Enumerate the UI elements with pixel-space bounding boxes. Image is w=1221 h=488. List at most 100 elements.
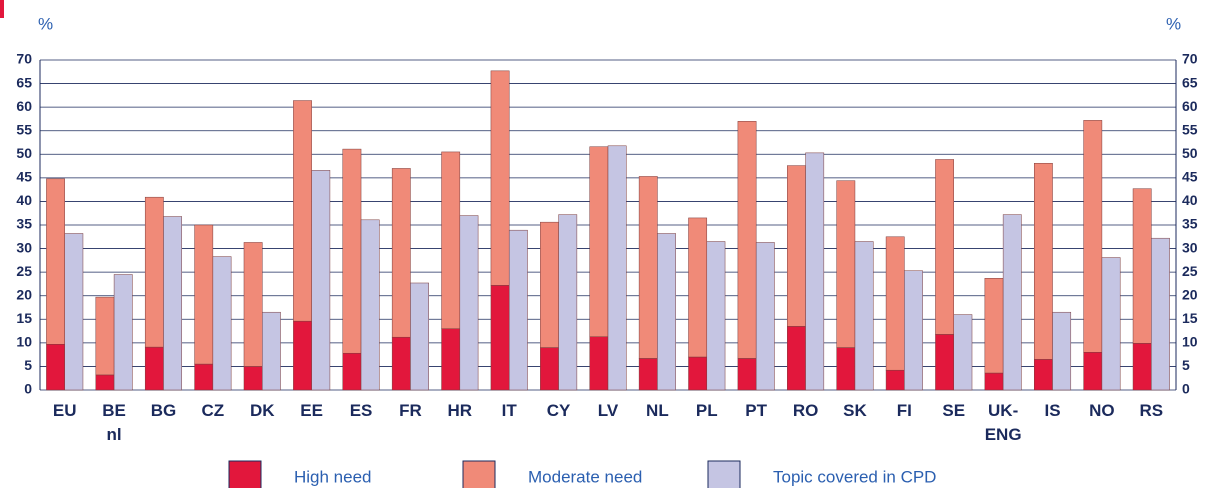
x-tick-label: PT — [745, 401, 767, 420]
legend-swatch — [462, 460, 496, 488]
bar — [212, 256, 232, 391]
legend-swatch — [228, 460, 262, 488]
y2-tick-label: 25 — [1182, 263, 1198, 279]
x-tick-label: SK — [843, 401, 867, 420]
bar — [540, 347, 559, 391]
bar — [1132, 343, 1152, 391]
bar — [885, 369, 905, 391]
bar — [688, 356, 708, 391]
bar — [885, 236, 905, 371]
x-tick-label: RO — [793, 401, 819, 420]
bar — [194, 224, 214, 365]
y2-tick-label: 35 — [1182, 216, 1198, 232]
bar — [953, 314, 973, 391]
bar — [1132, 188, 1152, 344]
x-tick-label: IT — [502, 401, 518, 420]
y-tick-label: 0 — [24, 381, 32, 397]
bar — [589, 146, 609, 337]
legend-label: High need — [294, 467, 372, 486]
bar — [194, 363, 214, 391]
bar — [1052, 311, 1072, 391]
y2-tick-label: 40 — [1182, 192, 1198, 208]
y2-tick-label: 60 — [1182, 98, 1198, 114]
bar — [1033, 162, 1053, 360]
y-tick-label: 10 — [16, 334, 32, 350]
bar — [1083, 120, 1103, 353]
bar — [262, 311, 281, 391]
bar — [293, 100, 312, 322]
x-tick-label: EE — [300, 401, 323, 420]
x-tick-label: FR — [399, 401, 422, 420]
bar — [589, 336, 609, 391]
y-axis-label: % — [38, 14, 53, 33]
x-tick-label: LV — [598, 401, 619, 420]
x-tick-label: FI — [897, 401, 912, 420]
bar — [293, 320, 312, 391]
x-tick-label: CZ — [202, 401, 225, 420]
bar — [737, 121, 757, 359]
bar — [984, 372, 1004, 391]
x-tick-label: CY — [547, 401, 571, 420]
x-tick-label: UK-ENG — [985, 401, 1022, 444]
bar — [607, 145, 627, 391]
bar — [540, 221, 559, 348]
bar — [311, 170, 331, 391]
bar — [490, 285, 510, 391]
bar — [113, 274, 133, 391]
x-tick-label: NL — [646, 401, 669, 420]
bar — [657, 233, 676, 391]
bar — [243, 242, 263, 367]
bar — [1101, 257, 1121, 391]
y2-tick-label: 65 — [1182, 74, 1198, 90]
x-tick-label: ES — [350, 401, 373, 420]
legend-label: Moderate need — [528, 467, 642, 486]
x-tick-label: NO — [1089, 401, 1115, 420]
bar — [342, 148, 362, 354]
y2-tick-label: 70 — [1182, 51, 1198, 67]
y2-tick-label: 10 — [1182, 334, 1198, 350]
bar — [1033, 359, 1053, 391]
y-tick-label: 40 — [16, 192, 32, 208]
bar — [737, 358, 757, 391]
y-tick-label: 60 — [16, 98, 32, 114]
y2-tick-label: 50 — [1182, 145, 1198, 161]
bar — [787, 165, 806, 327]
y2-tick-label: 30 — [1182, 239, 1198, 255]
x-tick-label: BG — [151, 401, 177, 420]
y-tick-label: 35 — [16, 216, 32, 232]
x-tick-label: BE nl — [102, 401, 126, 444]
bar — [688, 217, 708, 358]
bar — [441, 328, 461, 391]
bar — [64, 233, 84, 391]
y-tick-label: 5 — [24, 357, 32, 373]
bar — [935, 159, 954, 335]
y-tick-label: 30 — [16, 239, 32, 255]
bar — [144, 346, 164, 391]
bar — [360, 219, 380, 391]
bar — [441, 151, 461, 329]
x-tick-label: IS — [1044, 401, 1060, 420]
y2-tick-label: 15 — [1182, 310, 1198, 326]
bar — [836, 180, 856, 348]
y2-tick-label: 55 — [1182, 121, 1198, 137]
bar — [638, 358, 658, 391]
legend-swatch — [707, 460, 741, 488]
bar — [787, 326, 806, 391]
x-tick-label: PL — [696, 401, 718, 420]
y2-tick-label: 20 — [1182, 286, 1198, 302]
bar — [1151, 237, 1170, 391]
x-tick-label: EU — [53, 401, 77, 420]
bar — [1002, 214, 1022, 391]
bar — [243, 366, 263, 391]
bar — [904, 270, 923, 391]
bar — [984, 278, 1004, 374]
bar — [342, 352, 362, 391]
bar — [490, 70, 510, 286]
bar — [805, 152, 825, 391]
bar — [95, 296, 115, 376]
x-tick-label: DK — [250, 401, 275, 420]
bar — [391, 336, 411, 391]
y-tick-label: 50 — [16, 145, 32, 161]
x-tick-label: HR — [448, 401, 473, 420]
